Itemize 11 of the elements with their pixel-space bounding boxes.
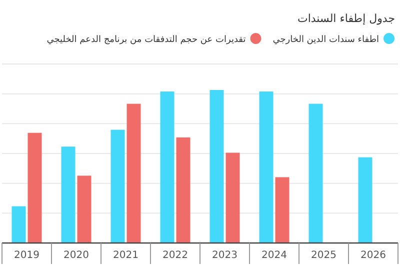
x-tick-label: 2023 (212, 250, 238, 261)
x-tick-label: 2022 (162, 250, 188, 261)
x-tick-label: 2025 (311, 250, 336, 261)
x-tick-label: 2019 (14, 250, 40, 261)
x-tick-label: 2020 (64, 250, 89, 261)
x-tick-label: 2021 (113, 250, 138, 261)
chart-title: جدول إطفاء السندات (298, 12, 395, 25)
legend-label: اطفاء سندات الدين الخارجي (272, 35, 379, 45)
x-tick-label: 2024 (262, 250, 287, 261)
legend-label: تقديرات عن حجم التدفقات من برنامج الدعم الخليجي (46, 35, 246, 45)
x-tick-label: 2026 (360, 250, 386, 261)
